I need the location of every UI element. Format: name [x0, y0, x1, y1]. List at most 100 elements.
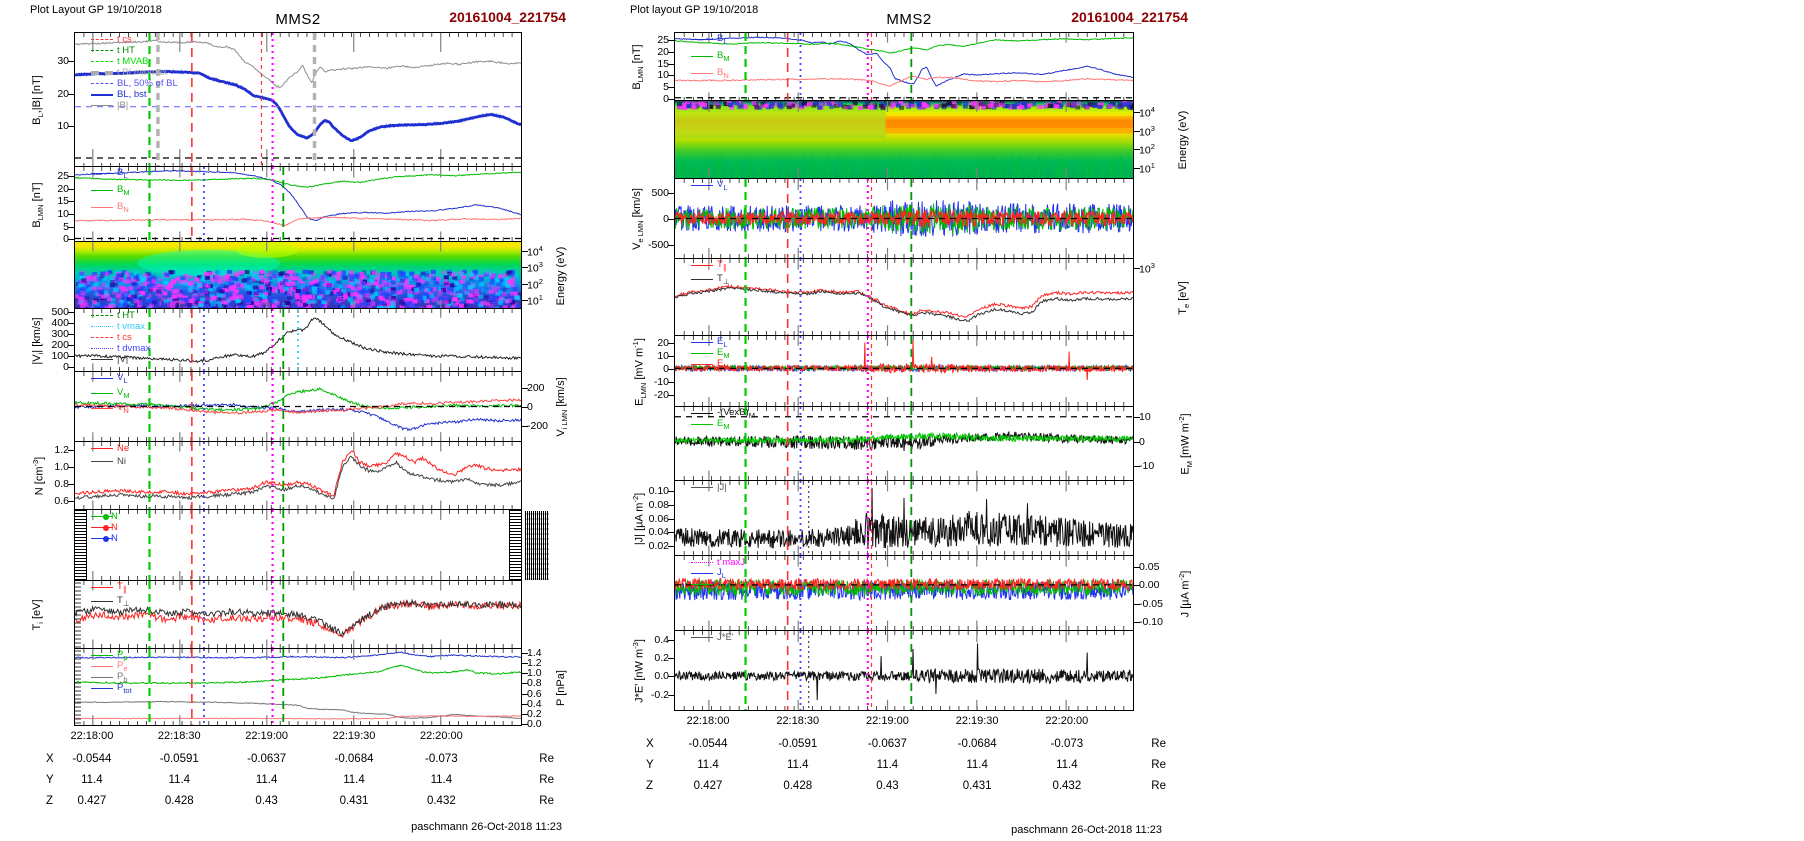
ephemeris-value: 0.432	[426, 795, 456, 807]
dense-tick-hatch-right	[509, 510, 521, 580]
panel-p: Pp Pe Pb Ptot 0.0 0.2 0.4 0.6 0.8 1.0 1.2 1.4 P [nPa…	[28, 647, 568, 730]
run-id: 20161004_221754	[1071, 9, 1188, 25]
series-Jmag	[675, 488, 1133, 549]
y-axis-right-vi	[522, 309, 568, 372]
y-tick-label: 0.2	[527, 708, 542, 721]
legend-entry: BM	[91, 184, 130, 197]
series-layer	[675, 33, 1133, 100]
y-tick-label: -20	[653, 389, 669, 402]
series-Ptot	[75, 652, 521, 658]
y-tick-mark	[521, 683, 528, 685]
legend-entry: BL, 50% of BL	[91, 78, 178, 89]
y-tick-label: 103	[1139, 123, 1155, 138]
ephemeris-value: 0.431	[339, 795, 369, 807]
legend-label: BL	[117, 167, 128, 180]
y-tick-label: 5	[63, 220, 69, 233]
legend-line-sample	[91, 516, 113, 517]
legend-label: t MVAB	[117, 56, 149, 67]
axis-layer	[92, 242, 442, 308]
y-tick-mark	[521, 714, 528, 716]
axis-layer	[75, 167, 521, 241]
ephemeris-row-label: Y	[646, 759, 654, 771]
ephemeris-value: 11.4	[786, 759, 809, 771]
legend-line-sample	[691, 342, 713, 343]
legend-label: t maxJ	[717, 557, 745, 568]
y-tick-mark	[1133, 268, 1140, 270]
ephemeris-unit: Re	[539, 753, 554, 765]
axis-layer	[83, 309, 513, 371]
series-VN	[75, 399, 521, 414]
y-tick-label: 0.4	[654, 634, 669, 647]
legend-label: BN	[717, 67, 729, 80]
legend-line-sample	[91, 587, 113, 588]
legend-label: T⊥	[117, 595, 130, 608]
legend-entry: |V|	[91, 354, 150, 365]
legend-line-sample	[691, 56, 713, 57]
axis-layer	[75, 649, 513, 725]
legend-line-sample	[691, 413, 713, 414]
y-tick-mark	[668, 51, 675, 53]
plot-area-te: T∥ T⊥	[674, 258, 1134, 336]
y-axis-left-vi: |Vi| [km/s] 0 100 200 300 400 500	[28, 306, 75, 373]
legend-ve: VL	[691, 179, 728, 192]
y-tick-mark	[521, 652, 528, 654]
y-tick-label: 0	[663, 213, 669, 225]
spectrogram-noise	[75, 242, 521, 308]
y-tick-label: 0.6	[54, 495, 69, 508]
legend-line-sample	[91, 50, 113, 51]
y-axis-left-te	[628, 259, 674, 336]
time-tick-label: 22:18:00	[686, 715, 730, 727]
y-tick-mark	[1133, 441, 1140, 443]
legend-entry: |B|	[91, 100, 178, 111]
y-tick-label: 5	[663, 80, 669, 93]
legend-label: JL	[717, 567, 726, 580]
legend-entry: BN	[91, 201, 130, 214]
y-tick-mark	[668, 355, 675, 357]
legend-entry: EL	[691, 336, 730, 349]
legend-label: BN	[117, 201, 129, 214]
y-axis-right-ve	[1134, 179, 1190, 259]
y-axis-left-ion-spec	[28, 242, 74, 309]
y-tick-mark	[68, 93, 75, 95]
legend-ti: T∥ T⊥	[91, 581, 130, 610]
legend-elmn: EL EM EN	[691, 336, 730, 371]
legend-line-sample	[691, 562, 713, 563]
panel-vi: |Vi| [km/s] 0 100 200 300 400 500 t HT t vmax t c…	[28, 306, 568, 373]
legend-line-sample	[91, 348, 113, 349]
y-axis-right-bl-babs	[522, 32, 568, 167]
y-tick-mark	[521, 724, 528, 726]
y-tick-mark	[68, 214, 75, 216]
panel-ion-spec: 104 103 102 101 Energy (eV)	[28, 241, 568, 309]
legend-label: t cs	[117, 332, 132, 343]
series-Tpar	[675, 285, 1133, 317]
figure-title: MMS2	[275, 11, 321, 28]
y-tick-mark	[668, 193, 675, 195]
panel-n: N [cm-3] 0.6 0.8 1.0 1.2 Ne Ni	[28, 441, 568, 510]
y-tick-label: 100	[51, 350, 69, 363]
ephemeris-row-X: X -0.0544 -0.0591 -0.0637 -0.0684 -0.073 Re	[46, 750, 554, 771]
y-tick-label: 0.0	[654, 670, 669, 683]
legend-line-sample	[691, 487, 713, 488]
ephemeris-value: 0.427	[693, 780, 723, 792]
figure-left: Plot Layout GP 19/10/2018 MMS2 20161004_…	[28, 2, 569, 833]
y-tick-label: 102	[527, 276, 543, 291]
plot-area-vi: t HT t vmax t cs t dvmax |V|	[74, 308, 522, 372]
legend-label: VL	[717, 179, 728, 192]
legend-jlmn: t maxJ JL JM	[691, 557, 745, 591]
legend-entry: EN	[691, 358, 730, 371]
y-axis-label-vi: |Vi| [km/s]	[31, 316, 46, 365]
panel-jmag: |J| [µA m-2] 0.02 0.04 0.06 0.08 0.10 |J|	[628, 480, 1190, 556]
panel-vlmn: VL VM VN 200 0 -200 Vi LMN [km/s]	[28, 371, 569, 442]
legend-entry: BN	[691, 67, 730, 80]
y-tick-mark	[68, 126, 75, 128]
plot-area-ve: VL	[674, 178, 1134, 259]
ephemeris-row-Y: Y 11.4 11.4 11.4 11.4 11.4 Re	[646, 756, 1166, 777]
y-tick-mark	[668, 342, 675, 344]
y-axis-right-blmn-r	[1134, 32, 1190, 101]
legend-entry: Pp	[91, 649, 132, 662]
legend-line-sample	[91, 688, 113, 689]
series-BL	[675, 37, 1133, 86]
y-tick-mark	[668, 658, 675, 660]
legend-entry: BL	[91, 167, 130, 180]
